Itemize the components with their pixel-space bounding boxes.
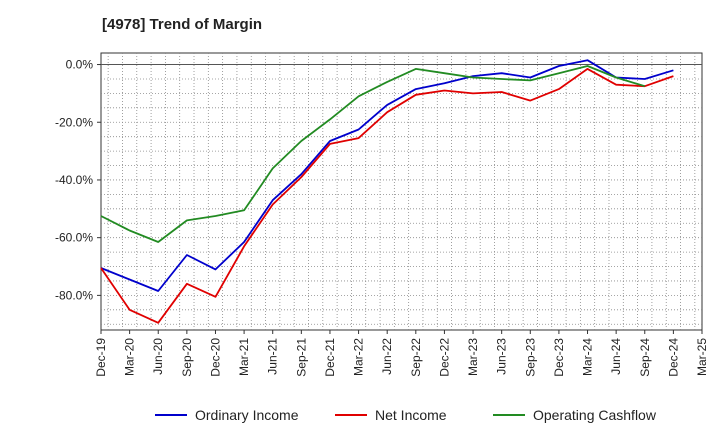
series-line-ordinary-income	[100, 59, 674, 292]
x-tick-label: Sep-21	[294, 338, 308, 377]
series-line-operating-cashflow	[100, 65, 646, 243]
y-tick-label: -20.0%	[55, 115, 93, 129]
x-tick-label: Mar-23	[466, 338, 480, 376]
x-tick-label: Sep-22	[409, 338, 423, 377]
series-lines	[100, 59, 674, 324]
x-tick-label: Mar-24	[581, 338, 595, 376]
x-tick-label: Jun-24	[609, 338, 623, 375]
x-tick-label: Mar-20	[123, 338, 137, 376]
legend-item-net-income: Net Income	[335, 407, 447, 423]
plot-frame	[100, 52, 703, 331]
y-tick-label: -40.0%	[55, 173, 93, 187]
x-tick-label: Dec-20	[208, 338, 222, 377]
y-tick-label: -60.0%	[55, 231, 93, 245]
x-tick-label: Jun-21	[266, 338, 280, 375]
x-axis: Dec-19 Mar-20 Jun-20 Sep-20 Dec-20 Mar-21 Jun-…	[94, 330, 709, 377]
legend-item-ordinary-income: Ordinary Income	[155, 407, 299, 423]
x-tick-label: Mar-22	[352, 338, 366, 376]
y-tick-label: -80.0%	[55, 288, 93, 302]
chart-title: [4978] Trend of Margin	[102, 16, 263, 33]
x-tick-label: Dec-19	[94, 338, 108, 377]
series-line-net-income	[100, 68, 674, 324]
x-tick-label: Dec-21	[323, 338, 337, 377]
x-tick-label: Mar-21	[237, 338, 251, 376]
x-tick-label: Sep-23	[523, 338, 537, 377]
legend-item-operating-cashflow: Operating Cashflow	[493, 407, 657, 423]
x-tick-label: Dec-23	[552, 338, 566, 377]
legend-label: Net Income	[375, 407, 447, 423]
gridlines	[101, 53, 702, 330]
x-tick-label: Jun-22	[380, 338, 394, 375]
legend-label: Operating Cashflow	[533, 407, 657, 423]
y-axis: 0.0% -20.0% -40.0% -60.0% -80.0%	[55, 58, 101, 302]
legend: Ordinary Income Net Income Operating Cashf…	[155, 407, 657, 423]
x-tick-label: Sep-20	[180, 338, 194, 377]
x-tick-label: Jun-23	[495, 338, 509, 375]
y-tick-label: 0.0%	[66, 58, 94, 72]
x-tick-label: Sep-24	[638, 338, 652, 377]
legend-label: Ordinary Income	[195, 407, 299, 423]
x-tick-label: Dec-22	[437, 338, 451, 377]
x-tick-label: Mar-25	[695, 338, 709, 376]
x-tick-label: Jun-20	[151, 338, 165, 375]
x-tick-label: Dec-24	[666, 338, 680, 377]
